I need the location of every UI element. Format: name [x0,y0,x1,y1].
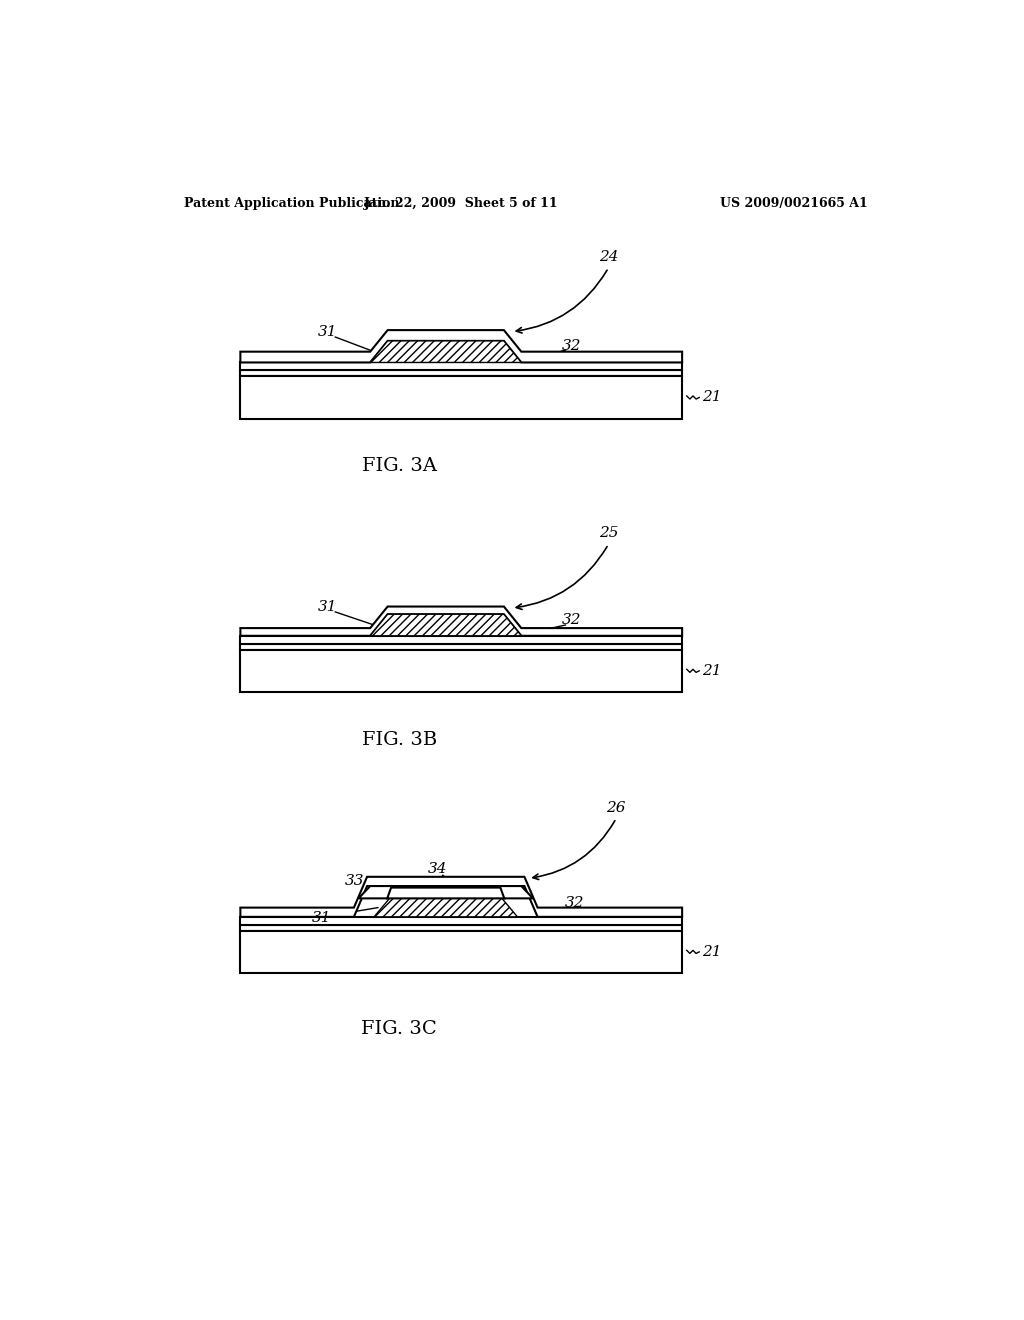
Polygon shape [241,607,682,636]
Polygon shape [241,330,682,363]
Text: Patent Application Publication: Patent Application Publication [183,197,399,210]
Text: FIG. 3A: FIG. 3A [361,458,437,475]
Text: 25: 25 [599,527,618,540]
Text: 32: 32 [562,614,582,627]
Text: 32: 32 [565,896,585,909]
Text: 26: 26 [606,800,626,814]
Text: 21: 21 [702,391,722,404]
Text: 31: 31 [311,911,331,925]
Text: 34: 34 [428,862,447,876]
Bar [241,931,682,973]
Bar [241,649,682,692]
Bar [241,917,682,924]
Text: 21: 21 [702,945,722,958]
Polygon shape [387,887,504,899]
Bar [241,370,682,376]
Bar [241,636,682,644]
Text: 32: 32 [562,338,582,352]
Polygon shape [371,341,521,363]
Polygon shape [371,614,521,636]
Text: FIG. 3B: FIG. 3B [361,731,437,748]
Polygon shape [241,876,682,917]
Polygon shape [374,899,517,917]
Text: 31: 31 [317,601,337,614]
Text: 31: 31 [317,326,337,339]
Text: US 2009/0021665 A1: US 2009/0021665 A1 [720,197,868,210]
Polygon shape [358,886,532,899]
Bar [241,644,682,649]
Text: 24: 24 [599,249,618,264]
Text: 21: 21 [702,664,722,678]
Text: 33: 33 [345,874,365,887]
Bar [241,363,682,370]
Bar [241,924,682,931]
Text: Jan. 22, 2009  Sheet 5 of 11: Jan. 22, 2009 Sheet 5 of 11 [364,197,558,210]
Bar [241,376,682,418]
Text: FIG. 3C: FIG. 3C [361,1019,437,1038]
